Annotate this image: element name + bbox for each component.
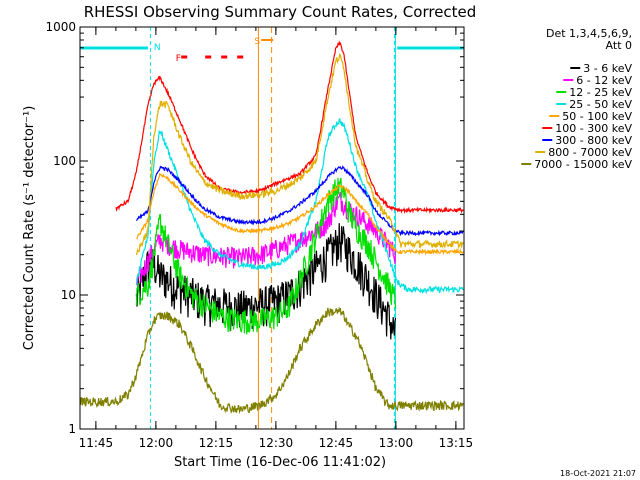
legend-header-line-1: Det 1,3,4,5,6,9, (546, 27, 632, 40)
legend-label-1: 6 - 12 keV (576, 74, 632, 87)
x-tick-label-6: 13:15 (439, 436, 474, 450)
series-line-5-0 (115, 40, 464, 215)
y-tick-label-3: 1000 (45, 20, 76, 34)
y-tick-label-0: 1 (68, 422, 76, 436)
x-tick-label-5: 13:00 (379, 436, 414, 450)
x-tick-label-4: 12:45 (319, 436, 354, 450)
x-tick-label-1: 12:00 (139, 436, 174, 450)
series-line-1-0 (135, 191, 397, 287)
chart-title: RHESSI Observing Summary Count Rates, Co… (84, 3, 477, 21)
x-tick-label-2: 12:15 (199, 436, 234, 450)
series-line-2-0 (135, 177, 397, 335)
annotation-f: F (176, 54, 181, 64)
x-tick-label-0: 11:45 (79, 436, 114, 450)
legend-label-2: 12 - 25 keV (569, 86, 632, 99)
y-axis-label: Corrected Count Rate (s⁻¹ detector⁻¹) (22, 106, 37, 351)
y-tick-label-2: 100 (53, 154, 76, 168)
axis-ticks: 11:45 12:00 12:15 12:30 12:45 13:00 13:15 1 10 10… (45, 20, 473, 450)
legend-label-5: 100 - 300 keV (555, 122, 632, 135)
legend-header-line-2: Att 0 (606, 39, 632, 52)
series-line-3-0 (135, 117, 464, 295)
footer-timestamp: 18-Oct-2021 21:07 (560, 469, 636, 478)
annotation-s: S (254, 37, 260, 47)
series-line-6-0 (135, 164, 464, 237)
plot-area: N F S (79, 27, 464, 429)
series-line-4-0 (136, 173, 464, 256)
legend-label-6: 300 - 800 keV (555, 134, 632, 147)
legend-label-0: 3 - 6 keV (583, 62, 632, 75)
annotation-n: N (154, 43, 161, 53)
y-tick-label-1: 10 (61, 288, 76, 302)
legend-label-3: 25 - 50 keV (569, 98, 632, 111)
plot-frame (79, 26, 465, 430)
legend-label-8: 7000 - 15000 keV (534, 158, 632, 171)
x-axis-label: Start Time (16-Dec-06 11:41:02) (174, 455, 386, 470)
legend-label-7: 800 - 7000 keV (548, 146, 632, 159)
legend-label-4: 50 - 100 keV (562, 110, 632, 123)
x-tick-label-3: 12:30 (259, 436, 294, 450)
series-line-7-0 (135, 52, 464, 256)
series-line-8-0 (79, 306, 464, 415)
